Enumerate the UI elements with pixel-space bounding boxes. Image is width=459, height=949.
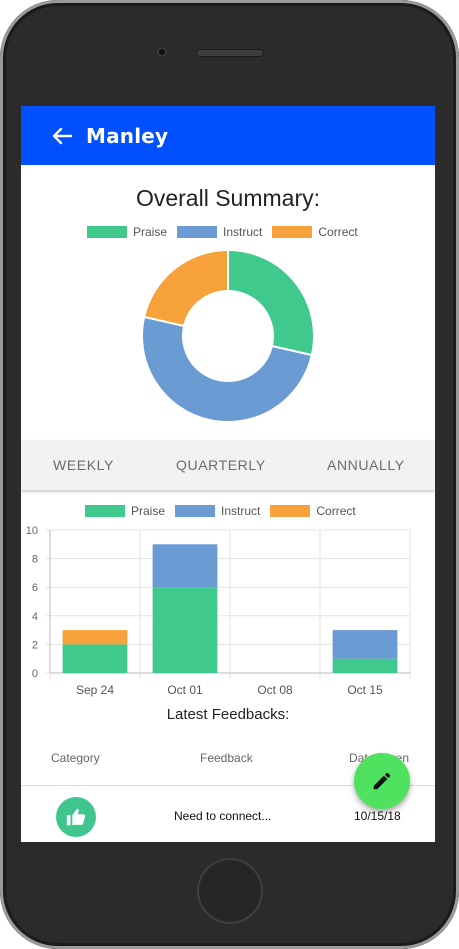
bar-correct-0 (62, 630, 128, 645)
pencil-icon (373, 772, 391, 790)
legend-label: Praise (133, 225, 168, 239)
feedback-date: 10/15/18 (354, 809, 401, 823)
legend-instruct: Instruct (175, 504, 260, 518)
legend-label: Correct (316, 504, 356, 518)
legend-swatch (177, 226, 218, 238)
legend-swatch (87, 226, 127, 238)
summary-legend: Praise Instruct Correct (87, 225, 368, 239)
thumbs-up-icon (56, 797, 96, 837)
camera (157, 47, 167, 57)
y-tick-label: 0 (32, 668, 38, 680)
donut-slice-correct (142, 248, 229, 328)
screen: Manley Overall Summary: Praise Instruct … (21, 106, 435, 842)
legend-label: Instruct (223, 225, 263, 239)
summary-title: Overall Summary: (135, 185, 321, 211)
app-title: Manley (86, 123, 169, 148)
bar-praise-1 (152, 587, 218, 673)
x-tick-label: Oct 01 (167, 683, 203, 697)
y-tick-label: 10 (26, 525, 38, 537)
stacked-bar-chart: 0 2 4 6 8 10 Sep 24 Oct 01 Oct 08 Oct 15 (26, 525, 411, 697)
tab-weekly[interactable]: WEEKLY (53, 457, 114, 473)
legend-swatch (272, 226, 313, 238)
y-tick-label: 2 (32, 639, 38, 651)
legend-label: Praise (131, 504, 166, 518)
legend-label: Instruct (221, 504, 261, 518)
period-tabs: WEEKLY QUARTERLY ANNUALLY (21, 440, 435, 490)
legend-praise: Praise (85, 504, 165, 518)
tab-quarterly[interactable]: QUARTERLY (176, 457, 266, 473)
legend-label: Correct (318, 225, 358, 239)
bar-instruct-3 (332, 630, 398, 659)
donut-slice-praise (227, 248, 315, 357)
x-tick-label: Sep 24 (76, 683, 114, 697)
home-button[interactable] (197, 858, 263, 924)
edit-fab-button[interactable] (354, 753, 410, 809)
app-bar: Manley (21, 106, 435, 165)
donut-slice-instruct (141, 315, 314, 423)
y-tick-label: 8 (32, 554, 38, 566)
latest-feedbacks-title: Latest Feedbacks: (166, 706, 290, 723)
bar-praise-3 (332, 658, 398, 673)
tab-annually[interactable]: ANNUALLY (327, 457, 405, 473)
bar-instruct-1 (152, 544, 218, 588)
y-tick-label: 4 (32, 611, 38, 623)
legend-swatch (85, 505, 125, 517)
column-header-category: Category (51, 751, 100, 765)
donut-chart (141, 248, 315, 423)
column-header-feedback: Feedback (200, 751, 253, 765)
legend-correct: Correct (270, 504, 356, 518)
bar-chart-card: Praise Instruct Correct 0 2 4 6 8 10 Sep 24 Oct… (21, 490, 435, 710)
y-tick-label: 6 (32, 582, 38, 594)
back-arrow-icon[interactable] (51, 125, 73, 147)
legend-instruct: Instruct (177, 225, 262, 239)
legend-praise: Praise (87, 225, 167, 239)
bar-legend: Praise Instruct Correct (85, 504, 366, 518)
x-tick-label: Oct 08 (257, 683, 293, 697)
summary-card: Overall Summary: Praise Instruct Correct (21, 165, 435, 440)
row-divider (21, 785, 435, 786)
bar-praise-0 (62, 644, 128, 673)
legend-swatch (175, 505, 216, 517)
legend-correct: Correct (272, 225, 358, 239)
speaker (196, 49, 264, 57)
legend-swatch (270, 505, 311, 517)
x-tick-label: Oct 15 (347, 683, 383, 697)
feedback-text[interactable]: Need to connect... (174, 809, 272, 823)
